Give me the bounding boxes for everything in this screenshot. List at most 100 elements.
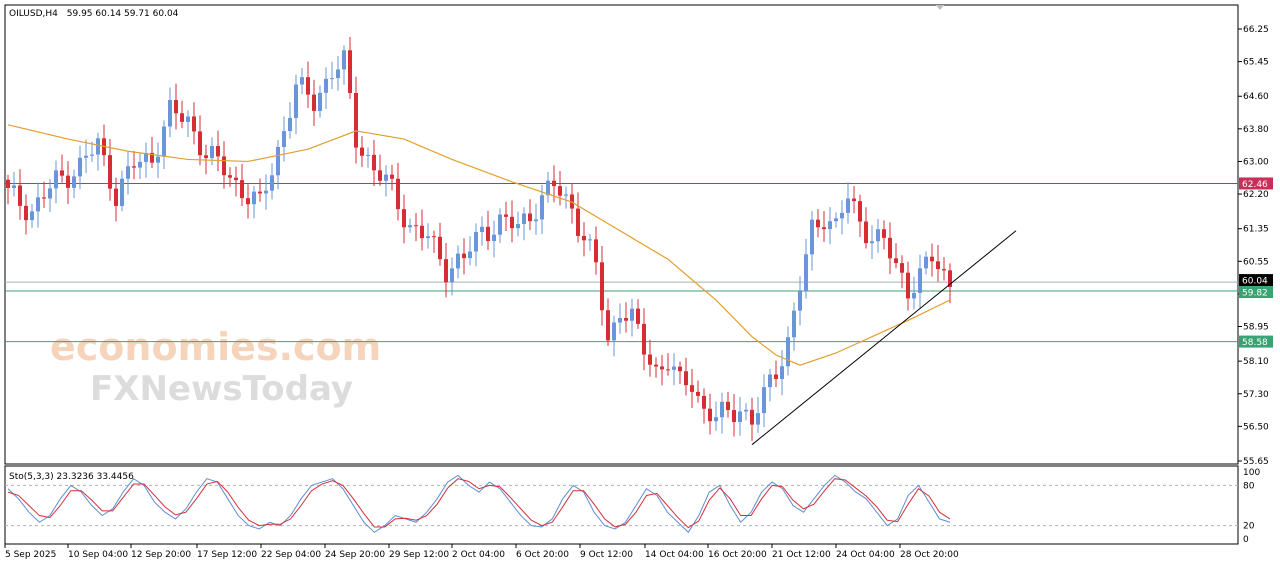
ascending-trendline[interactable] xyxy=(751,230,1017,446)
stochastic-axis-label: 80 xyxy=(1243,481,1255,491)
candle-bear xyxy=(882,229,886,238)
candle-bull xyxy=(720,401,724,418)
candle-bear xyxy=(942,269,946,271)
candle-bear xyxy=(150,152,154,163)
candle-bull xyxy=(522,213,526,225)
price-level-tag-label: 60.04 xyxy=(1242,277,1268,287)
candle-bull xyxy=(408,225,412,228)
candle-bear xyxy=(354,92,358,148)
candle-bear xyxy=(174,100,178,114)
candle-bear xyxy=(678,366,682,372)
candle-bear xyxy=(666,369,670,371)
candle-bear xyxy=(504,214,508,217)
moving-average xyxy=(7,124,951,366)
candle-bull xyxy=(516,224,520,229)
candle-bull xyxy=(138,161,142,168)
price-levels xyxy=(5,182,1238,343)
stochastic-label: Sto(5,3,3) 23.3236 33.4456 xyxy=(9,472,134,482)
candle-bull xyxy=(492,234,496,242)
candle-bear xyxy=(690,385,694,392)
price-level-tag xyxy=(1239,274,1273,287)
candle-bull xyxy=(780,366,784,380)
time-tick-label: 9 Oct 12:00 xyxy=(580,550,633,560)
candle-bull xyxy=(564,194,568,196)
stochastic-main-line xyxy=(7,474,951,534)
candle-bear xyxy=(198,131,202,156)
candle-bear xyxy=(600,262,604,311)
candle-bear xyxy=(378,170,382,181)
candle-bull xyxy=(264,190,268,194)
candle-bull xyxy=(480,226,484,232)
candle-bull xyxy=(738,411,742,423)
candle-bull xyxy=(846,198,850,213)
candle-bull xyxy=(300,77,304,85)
price-axis: 66.25 65.45 64.60 63.80 63.00 62.20 61.35 60.55… xyxy=(1238,25,1269,467)
price-tick-label: 55.65 xyxy=(1243,457,1269,467)
time-tick-label: 17 Sep 12:00 xyxy=(197,550,257,560)
candle-bull xyxy=(546,180,550,196)
candle-bear xyxy=(372,154,376,171)
candle-bear xyxy=(576,208,580,236)
candle-bull xyxy=(786,337,790,367)
candle-bull xyxy=(834,218,838,222)
candle-bear xyxy=(816,219,820,228)
time-tick-label: 21 Oct 12:00 xyxy=(772,550,831,560)
candle-bear xyxy=(642,323,646,355)
candle-bull xyxy=(384,174,388,181)
candle-bull xyxy=(762,387,766,414)
candle-bull xyxy=(126,166,130,179)
candle-bull xyxy=(168,100,172,127)
candle-bear xyxy=(234,177,238,181)
candle-bear xyxy=(204,155,208,159)
candle-bull xyxy=(78,157,82,177)
candle-bull xyxy=(72,176,76,188)
candle-bear xyxy=(900,263,904,273)
candle-bear xyxy=(654,364,658,367)
symbol-header: OILUSD,H4 59.95 60.14 59.71 60.04 xyxy=(9,9,179,19)
candle-bear xyxy=(930,256,934,262)
chart-shift-marker-icon xyxy=(936,5,944,10)
candle-bull xyxy=(366,154,370,156)
price-tick-label: 56.50 xyxy=(1243,422,1269,432)
price-tick-label: 64.60 xyxy=(1243,92,1269,102)
candle-bull xyxy=(714,417,718,422)
time-tick-label: 5 Sep 2025 xyxy=(5,550,56,560)
candle-bear xyxy=(936,261,940,270)
candle-bear xyxy=(750,409,754,425)
candle-bull xyxy=(912,292,916,299)
candle-bull xyxy=(768,374,772,388)
price-tick-label: 58.10 xyxy=(1243,357,1269,367)
candle-bear xyxy=(396,178,400,210)
candle-bear xyxy=(216,146,220,157)
candle-bull xyxy=(12,185,16,188)
candle-bear xyxy=(414,225,418,227)
candle-bear xyxy=(888,237,892,259)
candle-bear xyxy=(390,174,394,179)
candle-bear xyxy=(594,239,598,263)
candle-bear xyxy=(258,191,262,194)
candle-bear xyxy=(702,395,706,409)
candle-bull xyxy=(210,146,214,159)
candle-bull xyxy=(672,366,676,370)
price-tick-label: 61.35 xyxy=(1243,225,1269,235)
candle-bear xyxy=(114,188,118,206)
candle-bull xyxy=(288,117,292,132)
candle-bear xyxy=(552,180,556,187)
candle-bear xyxy=(864,221,868,244)
time-tick-label: 10 Sep 04:00 xyxy=(68,550,128,560)
main-pane-frame xyxy=(4,4,1239,465)
candle-bear xyxy=(240,180,244,199)
candle-bull xyxy=(810,219,814,255)
time-tick-label: 28 Oct 20:00 xyxy=(900,550,959,560)
candle-bull xyxy=(756,413,760,425)
candle-bear xyxy=(18,185,22,206)
symbol-name: OILUSD,H4 xyxy=(9,9,58,19)
price-level-tag xyxy=(1239,335,1273,348)
candle-bull xyxy=(30,211,34,221)
candle-bull xyxy=(618,318,622,323)
candle-bull xyxy=(342,50,346,70)
candle-bull xyxy=(798,291,802,311)
candle-bear xyxy=(348,50,352,93)
time-tick-label: 22 Sep 04:00 xyxy=(261,550,321,560)
candle-bear xyxy=(852,198,856,202)
